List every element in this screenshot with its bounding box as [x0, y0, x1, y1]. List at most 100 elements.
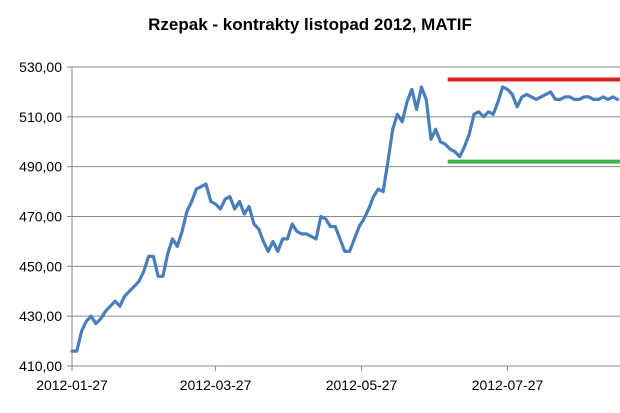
data-point [310, 235, 313, 238]
data-point [286, 238, 289, 240]
x-tick-label: 2012-05-27 [326, 377, 398, 393]
data-point [573, 98, 576, 101]
data-point [348, 250, 351, 253]
series-layer [70, 85, 620, 353]
data-point [411, 88, 413, 91]
x-tick-label: 2012-07-27 [472, 377, 544, 393]
data-point [339, 238, 341, 240]
data-point [607, 98, 609, 101]
chart-title: Rzepak - kontrakty listopad 2012, MATIF [148, 15, 472, 34]
data-point [296, 230, 298, 233]
data-point [434, 128, 437, 131]
data-point [133, 285, 136, 288]
data-point [391, 128, 394, 131]
data-point [95, 322, 97, 325]
y-tick-label: 450,00 [19, 258, 62, 274]
data-point [616, 98, 619, 101]
data-point [248, 205, 250, 208]
data-point [300, 233, 303, 235]
data-point [224, 198, 226, 200]
data-point [406, 101, 408, 103]
data-point [578, 98, 581, 101]
data-point [123, 295, 126, 298]
data-point [85, 320, 88, 322]
data-point [157, 275, 159, 278]
data-point [497, 101, 499, 103]
data-point [415, 108, 418, 111]
data-point [109, 305, 112, 308]
data-point [205, 183, 207, 185]
data-point [229, 195, 231, 198]
data-point [186, 210, 188, 213]
data-point [473, 113, 475, 116]
y-tick-label: 430,00 [19, 308, 62, 324]
data-point [430, 138, 432, 141]
data-point [324, 218, 327, 220]
data-point [262, 240, 265, 243]
data-point [142, 270, 145, 273]
data-point [482, 116, 485, 118]
data-point [458, 155, 461, 158]
data-point [80, 330, 83, 332]
data-point [181, 230, 183, 233]
data-point [90, 315, 92, 317]
data-point [114, 300, 116, 303]
axes [67, 66, 620, 371]
data-point [454, 150, 456, 153]
data-point [99, 317, 102, 320]
data-point [549, 91, 552, 93]
gridlines [72, 66, 620, 367]
data-point [597, 98, 600, 101]
data-point [568, 96, 571, 98]
data-point [487, 111, 490, 113]
data-point [602, 96, 605, 98]
data-point [353, 238, 356, 240]
data-point [588, 96, 590, 98]
data-point [138, 280, 140, 283]
data-point [238, 200, 241, 203]
data-point [344, 250, 346, 253]
data-point [128, 290, 131, 293]
data-point [535, 98, 538, 101]
annotation-lines [447, 77, 620, 164]
data-point [525, 93, 528, 96]
y-tick-label: 530,00 [19, 59, 62, 75]
data-point [214, 203, 217, 205]
data-point [592, 98, 595, 101]
data-point [401, 121, 404, 123]
data-point [305, 233, 308, 235]
data-point [540, 96, 542, 98]
data-point [501, 86, 504, 88]
data-point [233, 208, 236, 210]
data-point [219, 208, 222, 210]
data-point [243, 213, 246, 215]
data-point [315, 238, 317, 240]
data-point [176, 245, 179, 248]
data-point [449, 148, 451, 151]
data-point [119, 305, 121, 308]
data-point [272, 240, 274, 243]
data-point [257, 228, 260, 230]
y-tick-label: 490,00 [19, 159, 62, 175]
y-tick-label: 510,00 [19, 109, 62, 125]
data-point [147, 255, 150, 258]
data-point [281, 238, 284, 240]
x-tick-label: 2012-01-27 [36, 377, 108, 393]
data-point [171, 238, 174, 240]
data-point [334, 225, 337, 228]
data-point [396, 113, 399, 116]
data-point [506, 88, 509, 91]
data-point [559, 98, 561, 101]
data-point [166, 253, 169, 255]
data-point [75, 350, 78, 352]
data-point [516, 106, 518, 108]
data-point [612, 96, 614, 98]
data-point [530, 96, 533, 98]
tick-labels: 410,00 430,00 450,00 470,00 490,00 510,00 530,… [19, 59, 543, 393]
data-point [367, 208, 370, 210]
price-series-line [70, 85, 620, 353]
data-point [320, 215, 322, 218]
data-point [253, 223, 255, 225]
data-point [425, 98, 427, 101]
